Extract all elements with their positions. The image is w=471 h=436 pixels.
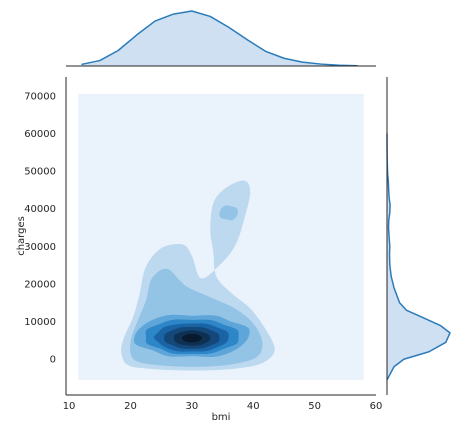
marginal-x-plot xyxy=(66,10,376,67)
y-tick-label: 40000 xyxy=(24,204,56,215)
y-tick-label: 70000 xyxy=(24,91,56,102)
density-contour-level-8 xyxy=(182,334,202,343)
marginal-x-fill xyxy=(81,11,358,66)
x-tick-label: 30 xyxy=(185,401,198,412)
y-tick-label: 0 xyxy=(50,355,56,366)
marginal-y-plot xyxy=(386,77,451,395)
axes: 10 20 30 40 50 60 0 10000 20000 30000 40000 50000 60… xyxy=(24,77,382,412)
marginal-y-fill xyxy=(387,133,450,380)
y-tick-label: 30000 xyxy=(24,242,56,253)
x-tick-label: 50 xyxy=(308,401,321,412)
y-tick-label: 20000 xyxy=(24,279,56,290)
x-tick-label: 20 xyxy=(124,401,137,412)
marginal-y-line xyxy=(386,133,451,381)
y-tick-label: 50000 xyxy=(24,167,56,178)
x-axis-label: bmi xyxy=(212,412,231,423)
y-tick-label: 60000 xyxy=(24,129,56,140)
marginal-x-line xyxy=(81,10,358,67)
y-tick-label: 10000 xyxy=(24,317,56,328)
density-contour-tertiary-peak xyxy=(178,281,184,293)
x-tick-label: 60 xyxy=(370,401,383,412)
joint-plot xyxy=(78,93,364,380)
x-tick-label: 40 xyxy=(247,401,260,412)
density-contour-secondary-peak xyxy=(219,205,238,221)
x-tick-label: 10 xyxy=(63,401,76,412)
y-axis-label: charges xyxy=(16,216,27,256)
